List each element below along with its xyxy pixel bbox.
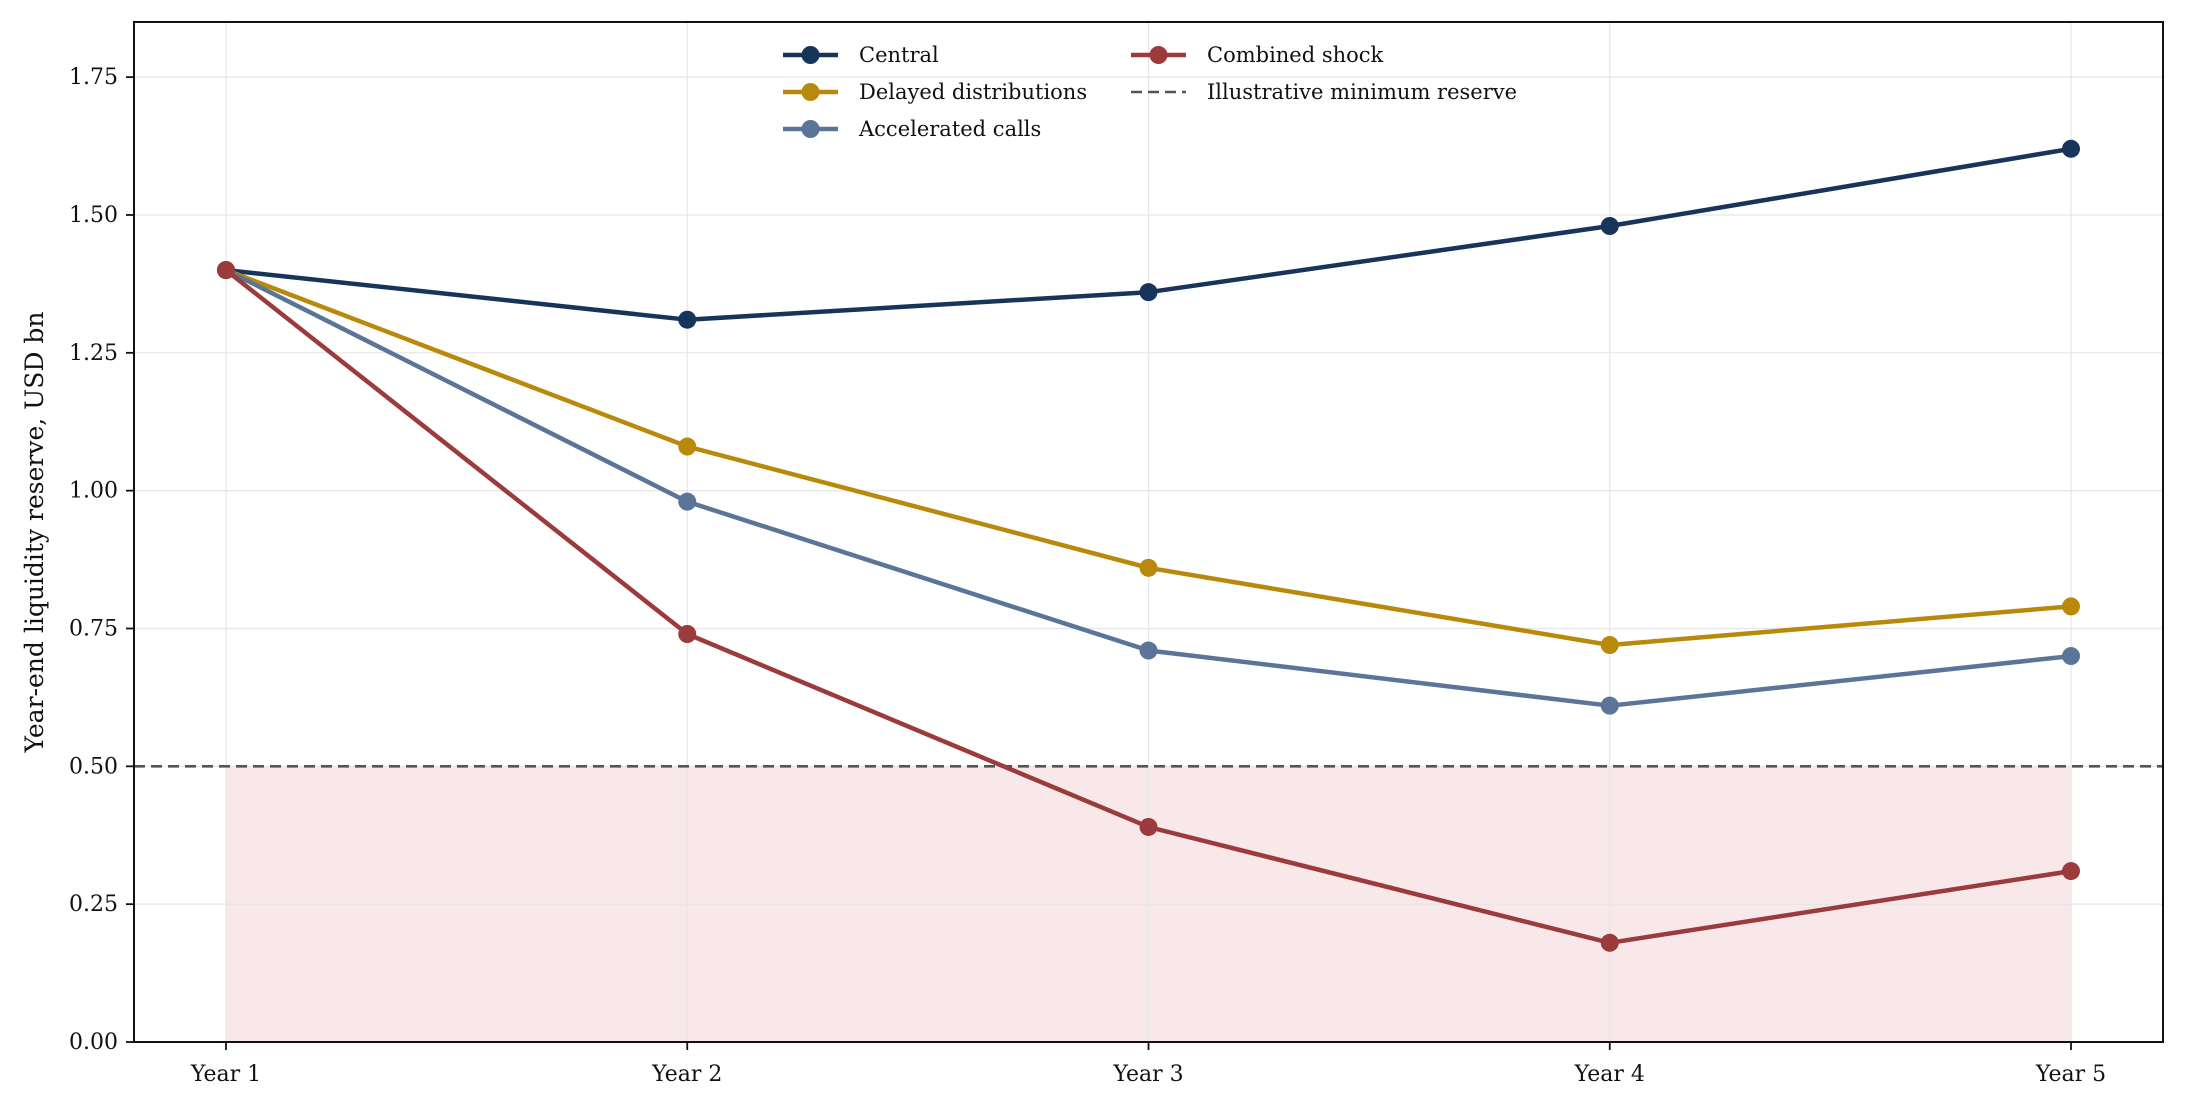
legend-item-accelerated-calls: Accelerated calls xyxy=(783,117,1041,141)
legend-item-central: Central xyxy=(783,43,939,67)
data-point-central xyxy=(678,310,697,329)
data-point-central xyxy=(1139,283,1158,302)
data-point-accelerated-calls xyxy=(678,492,697,511)
y-tick-label: 0.25 xyxy=(69,892,118,917)
legend-label-combined-shock: Combined shock xyxy=(1207,43,1384,67)
data-point-delayed-distributions xyxy=(678,437,697,456)
legend-label-illustrative-minimum-reserve: Illustrative minimum reserve xyxy=(1207,80,1517,104)
y-axis-label: Year-end liquidity reserve, USD bn xyxy=(20,312,49,754)
series-points-layer xyxy=(217,139,2080,952)
legend-label-accelerated-calls: Accelerated calls xyxy=(858,117,1041,141)
legend-label-central: Central xyxy=(859,43,939,67)
legend-item-illustrative-minimum-reserve: Illustrative minimum reserve xyxy=(1131,80,1517,104)
data-point-central xyxy=(1600,217,1619,235)
legend-item-delayed-distributions: Delayed distributions xyxy=(783,80,1087,104)
x-tick-label: Year 1 xyxy=(190,1062,261,1087)
x-tick-label: Year 3 xyxy=(1112,1062,1183,1087)
data-point-delayed-distributions xyxy=(1139,558,1158,577)
x-tick-label: Year 5 xyxy=(2035,1062,2106,1087)
data-point-accelerated-calls xyxy=(2062,647,2080,666)
grid-layer xyxy=(134,22,2163,1043)
data-point-accelerated-calls xyxy=(1139,641,1158,660)
y-tick-label: 0.00 xyxy=(69,1030,118,1055)
y-tick-label: 1.50 xyxy=(69,203,118,228)
legend-marker-delayed-distributions xyxy=(801,83,820,101)
data-point-combined-shock xyxy=(2062,862,2080,881)
legend: Central Delayed distributions Accelerated … xyxy=(783,43,1517,141)
data-point-accelerated-calls xyxy=(1600,696,1619,715)
data-point-combined-shock xyxy=(217,261,235,280)
legend-item-combined-shock: Combined shock xyxy=(1131,43,1384,67)
data-point-combined-shock xyxy=(1139,817,1158,836)
y-tick-label: 1.25 xyxy=(69,341,118,366)
y-tick-label: 1.00 xyxy=(69,479,118,504)
data-point-combined-shock xyxy=(678,625,697,643)
x-tick-label: Year 2 xyxy=(651,1062,722,1087)
y-tick-label: 0.75 xyxy=(69,616,118,641)
data-point-delayed-distributions xyxy=(1600,636,1619,655)
legend-marker-combined-shock xyxy=(1149,46,1168,64)
x-tick-label: Year 4 xyxy=(1574,1062,1645,1087)
y-tick-label: 0.50 xyxy=(69,754,118,779)
tick-labels-layer: 0.00 0.25 0.50 0.75 1.00 1.25 1.50 1.75 Year 1 Ye… xyxy=(69,65,2106,1087)
data-point-combined-shock xyxy=(1600,933,1619,952)
axes-layer xyxy=(126,21,2164,1050)
legend-marker-central xyxy=(801,46,820,64)
y-tick-label: 1.75 xyxy=(69,65,118,90)
legend-label-delayed-distributions: Delayed distributions xyxy=(859,80,1087,104)
legend-marker-accelerated-calls xyxy=(801,120,820,138)
data-point-delayed-distributions xyxy=(2062,597,2080,616)
data-point-central xyxy=(2062,139,2080,158)
